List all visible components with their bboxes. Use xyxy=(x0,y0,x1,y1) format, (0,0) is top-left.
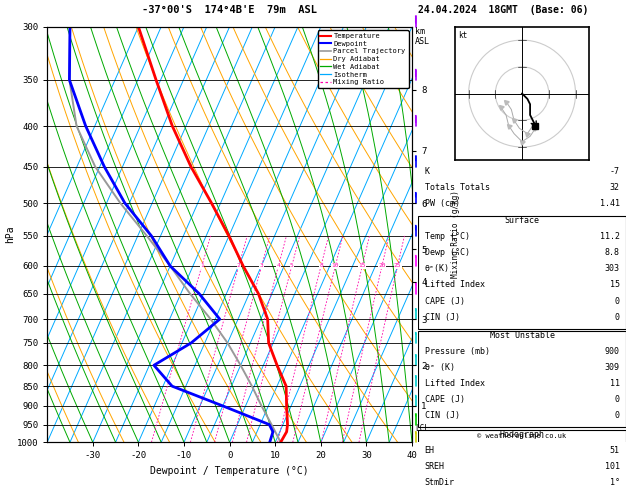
Text: 1.41: 1.41 xyxy=(599,199,620,208)
Text: Totals Totals: Totals Totals xyxy=(425,183,489,191)
Text: EH: EH xyxy=(425,446,435,454)
Text: 11: 11 xyxy=(610,379,620,388)
Text: 15: 15 xyxy=(610,280,620,290)
X-axis label: Dewpoint / Temperature (°C): Dewpoint / Temperature (°C) xyxy=(150,466,309,476)
Text: 51: 51 xyxy=(610,446,620,454)
Text: -37°00'S  174°4B'E  79m  ASL: -37°00'S 174°4B'E 79m ASL xyxy=(142,4,317,15)
Text: PW (cm): PW (cm) xyxy=(425,199,460,208)
Y-axis label: Mixing Ratio (g/kg): Mixing Ratio (g/kg) xyxy=(452,191,460,278)
Y-axis label: hPa: hPa xyxy=(5,226,15,243)
Legend: Temperature, Dewpoint, Parcel Trajectory, Dry Adiabat, Wet Adiabat, Isotherm, Mi: Temperature, Dewpoint, Parcel Trajectory… xyxy=(318,30,408,88)
Text: Surface: Surface xyxy=(504,216,540,225)
Text: Hodograph: Hodograph xyxy=(499,430,545,438)
Text: 8: 8 xyxy=(319,263,323,268)
Text: 309: 309 xyxy=(604,363,620,372)
Text: 3: 3 xyxy=(260,263,264,268)
Text: 11.2: 11.2 xyxy=(599,232,620,241)
Text: 4: 4 xyxy=(277,263,281,268)
Text: CAPE (J): CAPE (J) xyxy=(425,395,464,404)
Text: Temp (°C): Temp (°C) xyxy=(425,232,469,241)
Text: K: K xyxy=(425,167,430,175)
Text: 32: 32 xyxy=(610,183,620,191)
Text: kt: kt xyxy=(458,31,467,40)
Text: θᵉ(K): θᵉ(K) xyxy=(425,264,450,274)
Text: 303: 303 xyxy=(604,264,620,274)
Text: -7: -7 xyxy=(610,167,620,175)
Text: Lifted Index: Lifted Index xyxy=(425,280,484,290)
Text: CIN (J): CIN (J) xyxy=(425,411,460,420)
Text: StmDir: StmDir xyxy=(425,478,455,486)
Text: 10: 10 xyxy=(331,263,339,268)
Text: 900: 900 xyxy=(604,347,620,356)
Text: 2: 2 xyxy=(237,263,241,268)
Text: CIN (J): CIN (J) xyxy=(425,312,460,322)
Text: 0: 0 xyxy=(615,395,620,404)
Text: 5: 5 xyxy=(290,263,294,268)
Text: 24.04.2024  18GMT  (Base: 06): 24.04.2024 18GMT (Base: 06) xyxy=(418,4,589,15)
Text: 0: 0 xyxy=(615,411,620,420)
Text: 101: 101 xyxy=(604,462,620,470)
Text: Dewp (°C): Dewp (°C) xyxy=(425,248,469,258)
Bar xyxy=(418,430,626,486)
Text: 1: 1 xyxy=(200,263,204,268)
Text: Most Unstable: Most Unstable xyxy=(489,331,555,340)
Bar xyxy=(418,216,626,329)
Text: θᵉ (K): θᵉ (K) xyxy=(425,363,455,372)
Text: Lifted Index: Lifted Index xyxy=(425,379,484,388)
Text: 1°: 1° xyxy=(610,478,620,486)
Text: km
ASL: km ASL xyxy=(415,27,430,46)
Text: CAPE (J): CAPE (J) xyxy=(425,296,464,306)
Text: SREH: SREH xyxy=(425,462,445,470)
Text: 20: 20 xyxy=(378,263,386,268)
Text: © weatheronline.co.uk: © weatheronline.co.uk xyxy=(477,434,567,439)
Text: Pressure (mb): Pressure (mb) xyxy=(425,347,489,356)
Text: 0: 0 xyxy=(615,312,620,322)
Text: 25: 25 xyxy=(394,263,401,268)
Text: 8.8: 8.8 xyxy=(604,248,620,258)
Bar xyxy=(418,331,626,427)
Text: 15: 15 xyxy=(359,263,366,268)
Text: 0: 0 xyxy=(615,296,620,306)
Text: LCL: LCL xyxy=(415,424,428,433)
